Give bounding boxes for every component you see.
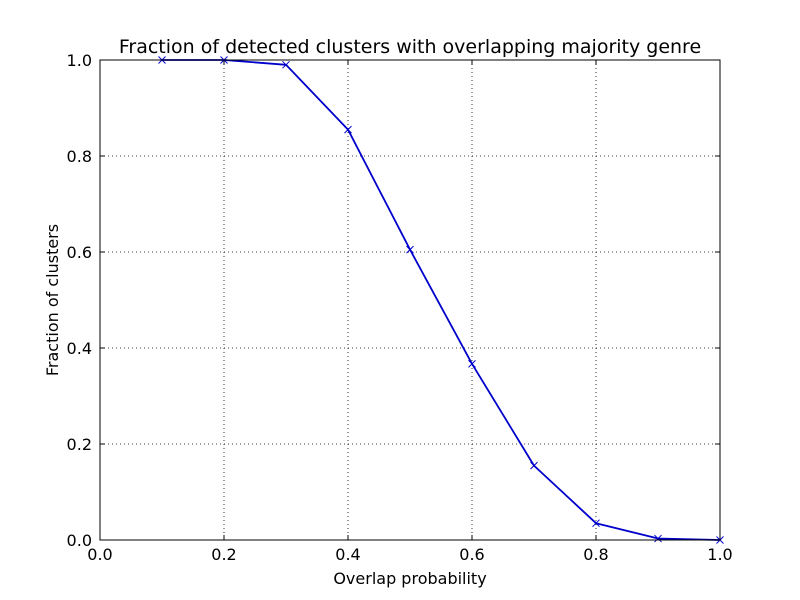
y-tick-label: 1.0: [67, 51, 92, 70]
x-tick-label: 0.8: [583, 545, 608, 564]
y-tick-label: 0.8: [67, 147, 92, 166]
plot-frame: [99, 59, 721, 541]
x-tick-label: 0.2: [211, 545, 236, 564]
x-tick-label: 0.4: [335, 545, 360, 564]
x-tick-label: 0.0: [87, 545, 112, 564]
data-point-marker: [344, 125, 352, 134]
tick-layer: 0.0 0.2 0.4 0.6 0.8 1.0 0.0 0.2 0.4 0.6 0.8 1.0: [67, 51, 733, 564]
series-line: [162, 59, 721, 541]
y-tick-label: 0.2: [67, 435, 92, 454]
x-tick-label: 1.0: [707, 545, 732, 564]
y-tick-label: 0.6: [67, 243, 92, 262]
data-point-marker: [654, 534, 662, 543]
data-point-marker: [530, 461, 538, 470]
data-point-marker: [406, 245, 414, 254]
data-point-marker: [282, 60, 290, 69]
x-tick-label: 0.6: [459, 545, 484, 564]
chart-title: Fraction of detected clusters with overl…: [119, 36, 701, 58]
y-tick-label: 0.4: [67, 339, 92, 358]
x-axis-label: Overlap probability: [333, 569, 486, 588]
data-point-marker: [592, 519, 600, 528]
y-tick-label: 0.0: [67, 531, 92, 550]
grid-layer: [100, 60, 720, 540]
series-layer: [158, 56, 724, 544]
data-point-marker: [468, 359, 476, 368]
y-axis-label: Fraction of clusters: [43, 224, 62, 376]
